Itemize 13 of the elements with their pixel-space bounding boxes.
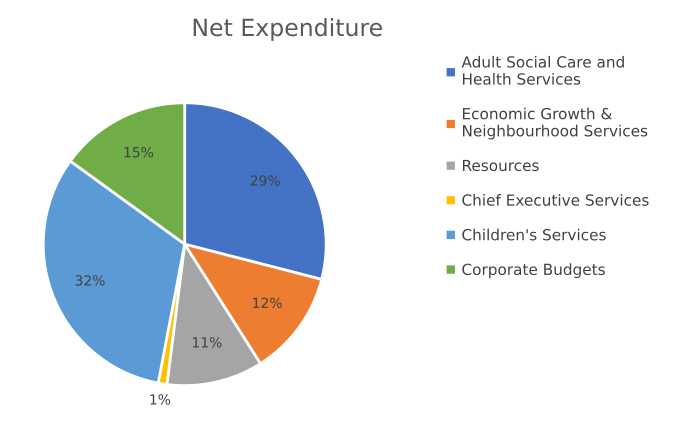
data-label: 15%: [124, 146, 154, 158]
data-label: 12%: [253, 298, 282, 308]
data-label: 1%: [150, 394, 170, 405]
legend-label: Adult Social Care and Health Services: [462, 56, 624, 85]
data-label: 32%: [76, 275, 105, 286]
legend-label: Children's Services: [462, 228, 606, 240]
legend-label: Resources: [462, 160, 539, 172]
data-label: 29%: [250, 175, 280, 186]
legend-label: Chief Executive Services: [462, 194, 649, 206]
legend-label: Corporate Budgets: [462, 263, 605, 278]
data-label: 11%: [192, 337, 222, 348]
legend-label: Economic Growth & Neighbourhood Services: [462, 108, 648, 140]
chart-title: Net Expenditure: [194, 18, 382, 41]
